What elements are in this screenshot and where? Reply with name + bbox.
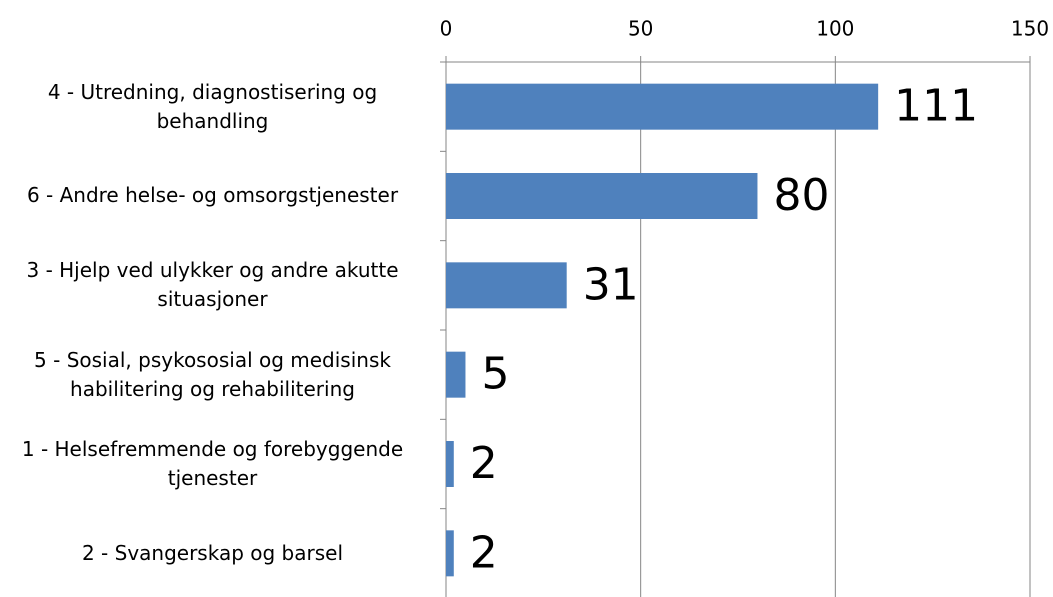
category-label: 5 - Sosial, psykososial og medisinsk hab… <box>34 347 391 401</box>
data-label: 31 <box>583 259 639 310</box>
bar <box>446 530 454 577</box>
data-label: 80 <box>773 170 829 221</box>
bar <box>446 262 567 309</box>
bar <box>446 351 466 398</box>
x-tick-label: 0 <box>440 17 453 41</box>
x-tick-label: 50 <box>628 17 653 41</box>
category-label: 2 - Svangerskap og barsel <box>81 540 344 565</box>
bar <box>446 441 454 487</box>
x-tick-label: 100 <box>816 17 854 41</box>
category-label: 3 - Hjelp ved ulykker og andre akutte si… <box>26 258 399 312</box>
data-label: 2 <box>470 438 498 489</box>
category-label: 1 - Helsefremmende og forebyggende tjene… <box>21 436 404 490</box>
data-label: 2 <box>470 527 498 578</box>
category-label: 6 - Andre helse- og omsorgstjenester <box>26 183 399 208</box>
x-tick-label: 150 <box>1011 17 1049 41</box>
bar <box>446 83 879 130</box>
category-label: 4 - Utredning, diagnostisering og behand… <box>47 79 378 133</box>
bar <box>446 173 758 219</box>
data-label: 111 <box>894 81 978 132</box>
data-label: 5 <box>481 349 509 400</box>
